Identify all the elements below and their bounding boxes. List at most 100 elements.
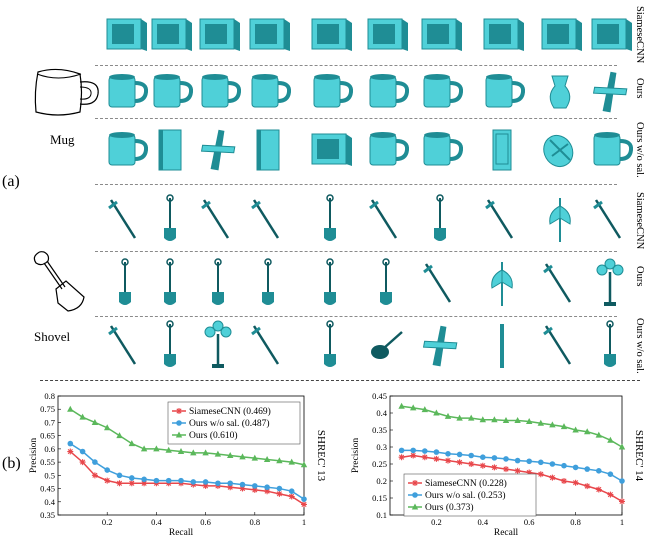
y-tick-label: 0.1 (376, 510, 387, 520)
legend-entry: SiameseCNN (0.469) (189, 406, 271, 417)
data-point (252, 483, 258, 489)
data-point (398, 402, 405, 409)
tv-thumbnail (311, 18, 352, 51)
x-tick-label: 1 (302, 517, 306, 527)
data-point (491, 464, 498, 471)
shovel-thumbnail (164, 320, 176, 367)
y-axis-label: Precision (29, 438, 39, 474)
data-point (276, 457, 283, 464)
x-tick-label: 0.8 (249, 517, 260, 527)
mug-thumbnail (485, 74, 526, 108)
data-point (595, 431, 602, 438)
data-point (444, 412, 452, 419)
data-point (618, 443, 626, 450)
y-tick-label: 0.55 (40, 457, 55, 467)
x-tick-label: 0.6 (524, 517, 535, 527)
data-point (584, 466, 590, 472)
book-thumbnail (256, 129, 280, 171)
vase-thumbnail (549, 75, 571, 109)
row-separator (95, 316, 617, 317)
data-point (239, 453, 246, 460)
y-tick-label: 0.45 (372, 391, 387, 401)
data-point (128, 440, 135, 447)
data-point (301, 496, 307, 502)
data-point (572, 479, 579, 486)
shovel-thumbnail (324, 194, 336, 241)
data-point (456, 459, 463, 466)
y-tick-label: 0.35 (40, 510, 55, 520)
chart-side-title: SHREC' 14 (633, 430, 645, 482)
y-tick-label: 0.8 (44, 391, 55, 401)
y-tick-label: 0.45 (40, 484, 55, 494)
tv-thumbnail (483, 18, 524, 51)
data-point (91, 472, 98, 479)
data-point (91, 418, 99, 425)
y-tick-label: 0.2 (376, 476, 387, 486)
legend-box (167, 401, 301, 445)
legend-box (403, 473, 537, 517)
data-point (140, 445, 148, 452)
data-point (595, 486, 602, 493)
data-point (79, 413, 86, 420)
sword-thumbnail (593, 199, 622, 239)
data-point (491, 416, 498, 423)
data-point (202, 479, 209, 485)
data-point (433, 449, 440, 455)
pr-chart-shrec13: 0.35 0.4 0.45 0.5 0.55 0.6 0.65 0.7 0.75 0.8 0.2 0.… (29, 391, 327, 537)
data-point (398, 447, 405, 454)
data-point (227, 452, 234, 458)
legend-entry: Ours (0.610) (189, 430, 238, 441)
data-point (412, 480, 418, 486)
data-point (202, 482, 209, 489)
query-label-mug: Mug (50, 132, 75, 147)
y-tick-label: 0.6 (44, 444, 55, 454)
data-point (572, 426, 579, 433)
data-point (445, 451, 451, 457)
part-a-label: (a) (2, 173, 20, 190)
data-point (276, 490, 283, 497)
y-tick-label: 0.7 (44, 417, 55, 427)
data-point (175, 431, 183, 438)
data-point (129, 475, 135, 481)
data-point (79, 459, 86, 466)
data-point (165, 477, 172, 484)
shovel-thumbnail (164, 194, 176, 241)
data-point (227, 480, 233, 487)
data-point (468, 452, 474, 459)
data-point (410, 447, 416, 454)
shovel-thumbnail (119, 258, 131, 305)
data-point (79, 448, 86, 455)
data-point (514, 467, 521, 474)
data-point (116, 472, 123, 479)
data-point (239, 481, 246, 488)
data-point (468, 461, 475, 467)
mug-thumbnail (201, 74, 242, 108)
data-point (128, 480, 135, 487)
data-point (526, 469, 533, 476)
y-tick-label: 0.15 (372, 493, 387, 503)
data-point (178, 477, 184, 484)
data-point (549, 474, 556, 481)
tv-thumbnail (421, 18, 462, 51)
data-point (264, 488, 271, 495)
sword-thumbnail (543, 263, 572, 303)
legend-entry: Ours w/o sal. (0.253) (425, 490, 505, 501)
shovel-thumbnail (604, 320, 616, 367)
data-point (560, 423, 568, 430)
legend-entry: Ours (0.373) (425, 502, 474, 513)
query-block-mug: Mug (28, 62, 103, 152)
mug-thumbnail (423, 132, 464, 166)
y-tick-label: 0.35 (372, 425, 387, 435)
data-point (67, 440, 74, 447)
x-tick-label: 0.8 (570, 517, 581, 527)
lamp-thumbnail (204, 320, 232, 368)
data-point (433, 409, 440, 416)
sword-thumbnail (251, 199, 280, 239)
retrieval-results-grid (106, 18, 634, 368)
data-point (276, 485, 283, 492)
data-point (456, 451, 463, 458)
airplane-thumbnail (592, 71, 628, 113)
mug-thumbnail (593, 132, 634, 166)
airplane-thumbnail (200, 129, 236, 171)
data-point (251, 486, 258, 493)
